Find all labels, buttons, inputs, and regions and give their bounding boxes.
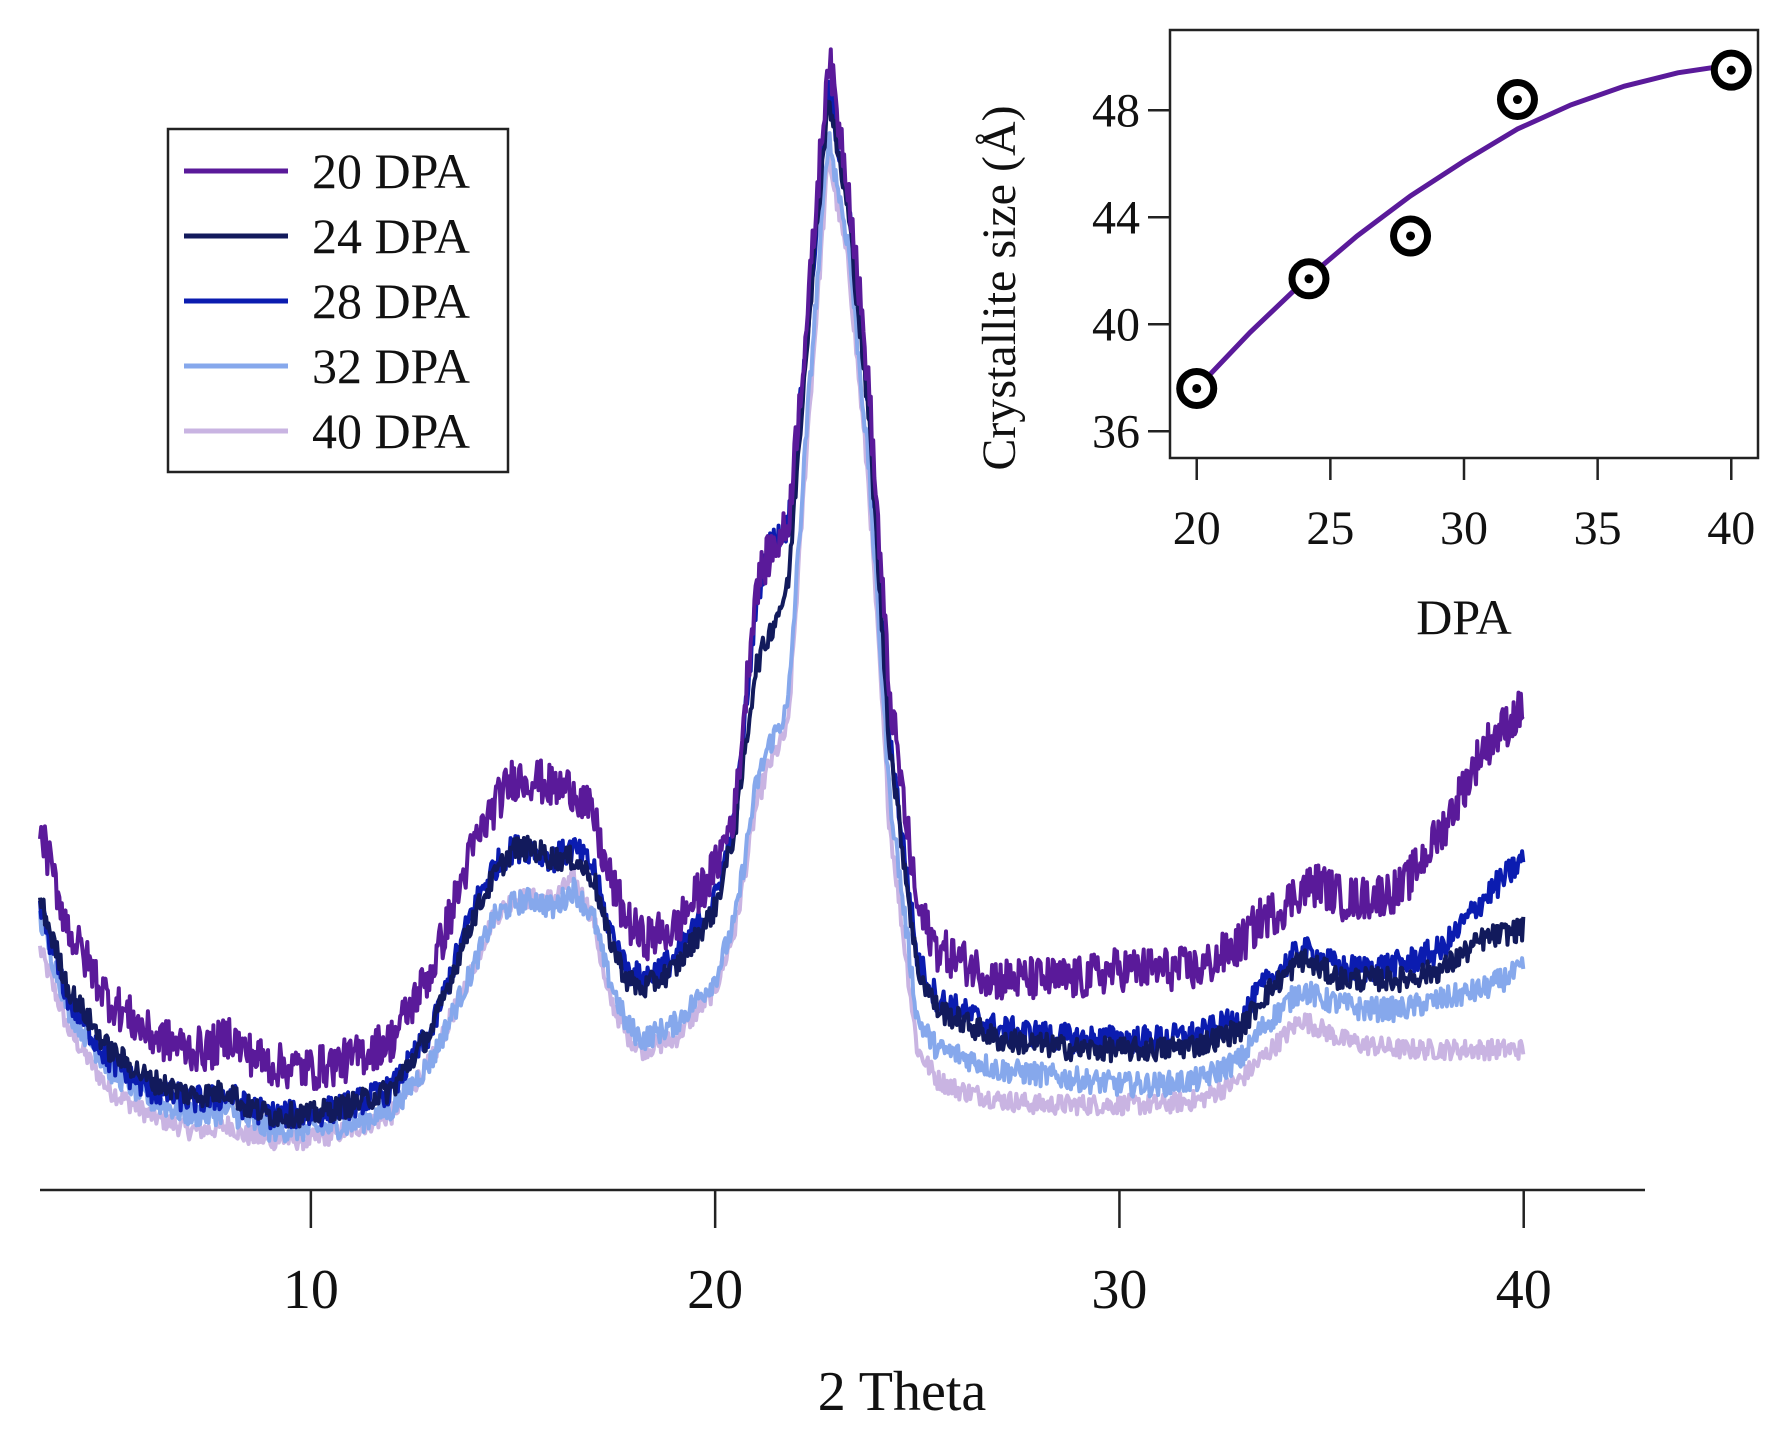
legend-label: 32 DPA <box>312 338 470 394</box>
inset-y-axis-label: Crystallite size (Å) <box>973 105 1026 470</box>
inset-marker-dot <box>1304 274 1314 284</box>
inset-ticks: 20 25 30 35 40 36 40 44 48 <box>1092 84 1755 555</box>
inset-x-tick-label: 25 <box>1306 502 1354 555</box>
inset-data-point <box>1288 258 1330 300</box>
inset-marker-dot <box>1726 65 1736 75</box>
main-x-axis-label: 2 Theta <box>818 1361 987 1423</box>
inset-crystallite-chart: 20 25 30 35 40 36 40 44 48 DPA Crystallite size … <box>973 28 1760 645</box>
inset-x-tick-label: 40 <box>1707 502 1755 555</box>
inset-data-point <box>1390 215 1432 257</box>
inset-x-tick-label: 35 <box>1574 502 1622 555</box>
inset-y-tick-label: 44 <box>1092 191 1140 244</box>
main-x-ticks: 10 20 30 40 <box>283 1190 1552 1321</box>
xrd-series-line <box>38 131 1526 1144</box>
inset-marker-dot <box>1192 383 1202 393</box>
inset-marker-dot <box>1512 95 1522 105</box>
main-series-group <box>38 47 1526 1152</box>
legend-label: 24 DPA <box>312 208 470 264</box>
inset-markers <box>1176 49 1752 409</box>
inset-x-tick-label: 30 <box>1440 502 1488 555</box>
inset-data-point <box>1496 79 1538 121</box>
inset-frame <box>1168 28 1760 460</box>
legend-label: 28 DPA <box>312 273 470 329</box>
inset-x-axis-label: DPA <box>1416 589 1511 645</box>
legend: 20 DPA 24 DPA 28 DPA 32 DPA 40 DPA <box>166 127 510 474</box>
inset-x-tick-label: 20 <box>1173 502 1221 555</box>
main-x-tick-label: 30 <box>1091 1259 1147 1321</box>
inset-fit-curve <box>1194 62 1732 391</box>
main-x-tick-label: 20 <box>687 1259 743 1321</box>
legend-items: 20 DPA 24 DPA 28 DPA 32 DPA 40 DPA <box>184 143 470 459</box>
inset-y-tick-label: 36 <box>1092 405 1140 458</box>
inset-marker-dot <box>1406 231 1416 241</box>
xrd-main-chart: 10 20 30 40 2 Theta 20 DPA 24 DPA 28 DPA 32 DP… <box>38 47 1645 1423</box>
inset-y-tick-label: 48 <box>1092 84 1140 137</box>
legend-label: 20 DPA <box>312 143 470 199</box>
main-x-tick-label: 40 <box>1496 1259 1552 1321</box>
xrd-series-line <box>38 47 1525 1091</box>
main-x-tick-label: 10 <box>283 1259 339 1321</box>
inset-data-point <box>1710 49 1752 91</box>
inset-data-point <box>1176 367 1218 409</box>
inset-y-tick-label: 40 <box>1092 298 1140 351</box>
legend-label: 40 DPA <box>312 403 470 459</box>
xrd-series-line <box>38 99 1526 1129</box>
